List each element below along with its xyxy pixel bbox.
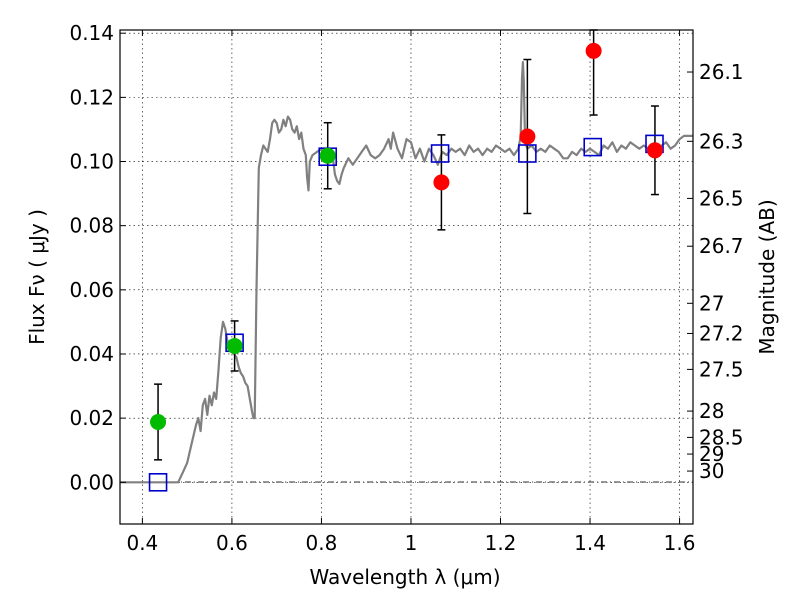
grid-lines [120,30,693,524]
x-tick-label: 1 [405,531,418,555]
y-tick-label: 0.08 [69,214,114,238]
y-axis-label: Flux Fν ( μJy ) [25,209,49,345]
model-photometry-square [430,144,450,163]
y-tick-label: 0.04 [69,342,114,366]
model-photometry-square [518,144,537,163]
detections-point [519,128,536,145]
model-sed-layer [120,61,693,484]
detections-point [585,42,602,59]
y-tick-label: 0.10 [69,150,114,174]
model-photometry-square [148,472,168,492]
axes-ticks-layer: 0.4 0.6 0.8 1 1.2 1.4 1.6 0.00 0.02 0.04 0.06 0.08 0… [69,21,743,555]
x-tick-label: 0.4 [126,531,158,555]
mag-tick-label: 30 [699,459,724,483]
mag-tick-label: 27 [699,291,724,315]
mag-tick-label: 26.1 [699,60,744,84]
error-bars-layer [154,29,659,461]
detections-point [646,142,663,159]
model-photometry-layer [148,134,664,492]
marginal-detections-point [226,337,243,354]
mag-tick-label: 28.5 [699,425,744,449]
mag-tick-label: 26.3 [699,129,744,153]
y2-axis-label: Magnitude (AB) [755,199,779,354]
mag-tick-label: 27.5 [699,357,744,381]
x-tick-label: 0.6 [216,531,248,555]
detections-layer [150,42,663,430]
detections-point [433,174,450,191]
x-axis-label: Wavelength λ (μm) [309,565,500,589]
y-tick-label: 0.06 [69,278,114,302]
x-tick-label: 1.2 [485,531,517,555]
plot-frame [119,29,694,525]
x-tick-label: 1.4 [574,531,606,555]
x-tick-label: 1.6 [664,531,696,555]
marginal-detections-point [319,147,336,164]
model-photometry-square [583,137,603,157]
marginal-detections-point [150,413,167,430]
mag-tick-label: 27.2 [699,321,744,345]
mag-tick-label: 28 [699,399,724,423]
mag-tick-label: 29 [699,442,724,466]
y-tick-label: 0.14 [69,21,114,45]
mag-tick-label: 26.7 [699,234,744,258]
model-sed-curve [120,61,693,484]
y-tick-label: 0.12 [69,85,114,109]
x-tick-label: 0.8 [306,531,338,555]
y-tick-label: 0.02 [69,406,114,430]
mag-tick-label: 26.5 [699,186,744,210]
y-tick-label: 0.00 [69,470,114,494]
